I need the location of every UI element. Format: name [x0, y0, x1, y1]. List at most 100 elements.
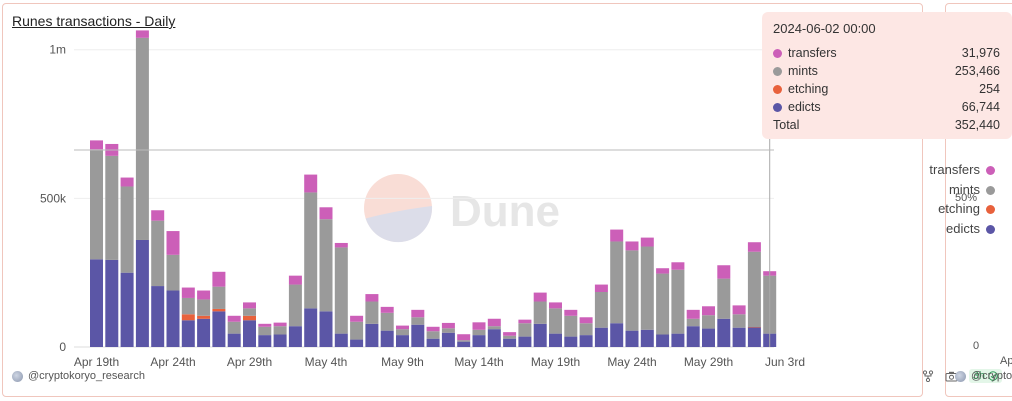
bar-segment-mints [564, 315, 578, 337]
bar-segment-mints [472, 329, 486, 336]
tooltip-dot-etching [773, 84, 782, 94]
bar-segment-transfers [564, 309, 578, 316]
bar-segment-transfers [625, 241, 639, 251]
x-tick-label: May 19th [531, 355, 580, 369]
bar-segment-transfers [702, 306, 715, 316]
legend-item-edicts[interactable]: edicts [929, 219, 995, 239]
bar-segment-mints [288, 284, 302, 327]
bar-segment-edicts [197, 318, 211, 347]
bar-segment-mints [212, 286, 226, 309]
bar-segment-edicts [702, 328, 715, 347]
bar-segment-mints [656, 273, 670, 335]
x-tick-label: May 9th [381, 355, 424, 369]
bar-segment-transfers [120, 177, 134, 187]
bar-segment-transfers [656, 268, 670, 274]
bar-segment-mints [181, 297, 195, 315]
bar-segment-transfers [533, 292, 547, 302]
bar-segment-edicts [747, 327, 761, 347]
bar-segment-edicts [732, 327, 746, 347]
bar-segment-edicts [503, 338, 517, 347]
legend: transfers mints etching edicts [929, 160, 995, 238]
legend-item-etching[interactable]: etching [929, 199, 995, 219]
tooltip-row-total: Total 352,440 [773, 116, 1000, 134]
bar-segment-edicts [579, 335, 593, 347]
bar-segment-transfers [243, 302, 256, 309]
bar-segment-edicts [594, 327, 608, 347]
legend-label-transfers: transfers [929, 162, 980, 177]
bar-segment-edicts [441, 332, 455, 347]
bar-segment-mints [487, 326, 501, 330]
bar-segment-edicts [640, 329, 654, 347]
side-author-name: @crypto [971, 370, 1012, 382]
avatar [12, 370, 23, 382]
legend-label-edicts: edicts [946, 220, 980, 236]
legend-label-etching: etching [938, 201, 980, 216]
bar-segment-edicts [273, 334, 287, 347]
bar-segment-transfers [503, 332, 517, 336]
side-y-label-mid: 50% [955, 192, 978, 204]
bar-segment-transfers [549, 302, 562, 309]
bar-segment-edicts [549, 333, 562, 347]
bar-segment-transfers [181, 287, 195, 298]
chart-title[interactable]: Runes transactions - Daily [12, 13, 176, 29]
x-tick-label: May 14th [454, 355, 503, 369]
bar-segment-transfers [717, 265, 731, 279]
bar-segment-edicts [166, 290, 180, 347]
side-author-credit[interactable]: @crypto [955, 370, 1012, 382]
refresh-badge[interactable]: 3h [968, 369, 1002, 383]
bar-segment-transfers [640, 237, 654, 247]
bar-segment-transfers [594, 284, 608, 293]
bar-segment-edicts [304, 308, 318, 347]
bar-segment-etching [181, 314, 195, 321]
bar-segment-mints [549, 308, 562, 334]
bar-segment-edicts [365, 323, 379, 347]
legend-item-transfers[interactable]: transfers [929, 160, 995, 180]
chart-canvas: Dune 0 500k 1m Apr 19th Apr 24th Apr 29th May 4… [40, 30, 805, 369]
bar-segment-mints [365, 301, 379, 324]
y-tick-label: 500k [40, 191, 67, 205]
bar-segment-transfers [197, 290, 211, 300]
bar-segment-mints [258, 326, 272, 336]
bar-segment-transfers [380, 306, 394, 313]
bar-segment-mints [686, 318, 700, 327]
legend-item-mints[interactable]: mints [929, 180, 995, 200]
bar-segment-transfers [212, 271, 226, 287]
tooltip-value: 253,466 [954, 64, 1000, 78]
bar-segment-edicts [350, 339, 364, 347]
bar-segment-mints [120, 186, 134, 273]
bar-segment-transfers [350, 315, 364, 322]
bar-segment-transfers [518, 319, 532, 324]
bar-segment-mints [197, 299, 211, 316]
dune-watermark: Dune [364, 174, 560, 243]
hover-tooltip: 2024-06-02 00:00 transfers 31,976 mints … [762, 12, 1012, 139]
bar-segment-transfers [747, 242, 761, 252]
bar-segment-edicts [243, 320, 256, 347]
watermark-text: Dune [450, 187, 560, 236]
bar-segment-transfers [365, 294, 379, 302]
bar-segment-transfers [258, 323, 272, 327]
x-tick-label: May 4th [305, 355, 348, 369]
bar-segment-mints [518, 323, 532, 337]
bar-segment-edicts [227, 333, 241, 347]
bar-segment-transfers [334, 242, 348, 248]
bar-segment-mints [717, 278, 731, 319]
tooltip-row-mints: mints 253,466 [773, 62, 1000, 80]
bar-segment-mints [273, 326, 287, 335]
author-credit[interactable]: @cryptokoryo_research [12, 370, 145, 382]
bar-segment-transfers [732, 305, 746, 315]
bar-segment-mints [396, 329, 409, 336]
y-tick-label: 0 [59, 340, 66, 354]
bar-segment-mints [380, 312, 394, 331]
x-tick-label: May 24th [607, 355, 656, 369]
tooltip-dot-mints [773, 66, 782, 76]
bar-segment-mints [457, 340, 471, 342]
legend-dot-edicts [986, 224, 995, 234]
bar-segment-transfers [151, 210, 165, 221]
bar-segment-mints [610, 241, 624, 324]
bar-segment-etching [197, 315, 211, 319]
fork-icon[interactable] [921, 369, 935, 383]
bar-segment-mints [640, 246, 654, 330]
tooltip-row-etching: etching 254 [773, 80, 1000, 98]
chart-actions: 3h [921, 369, 1002, 383]
bar-segment-mints [533, 301, 547, 324]
